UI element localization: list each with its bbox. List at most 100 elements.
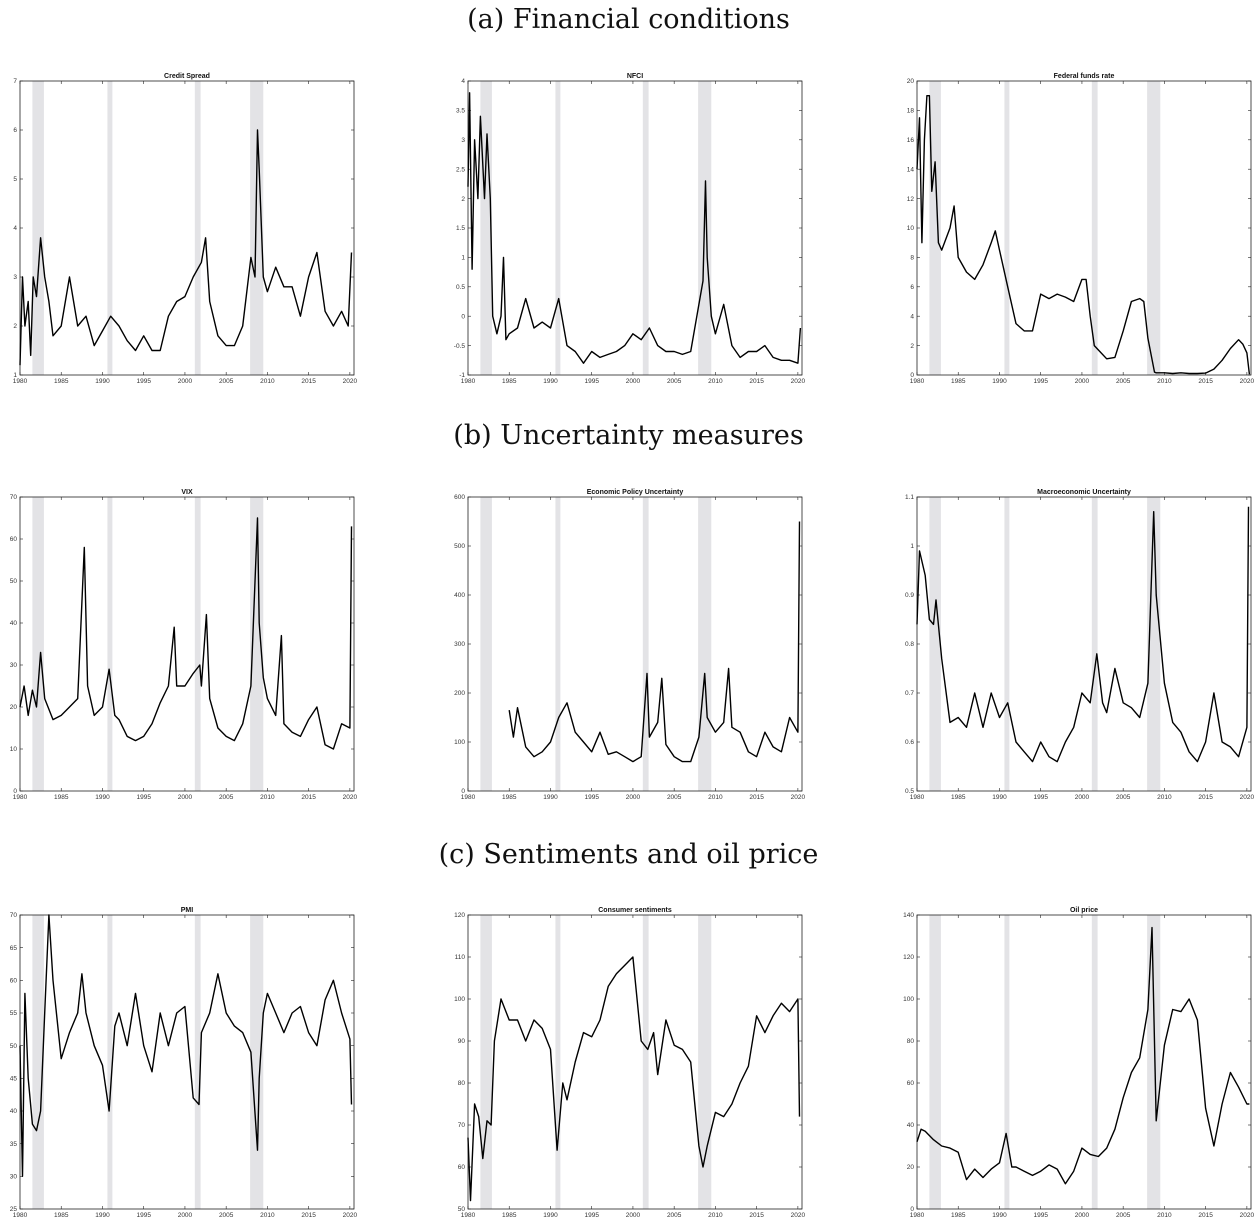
series-line xyxy=(916,506,1250,763)
recession-band xyxy=(698,915,712,1209)
x-tick-label: 1995 xyxy=(1033,378,1048,385)
y-tick-label: 60 xyxy=(458,1164,466,1171)
recession-band xyxy=(480,497,492,791)
y-tick-label: 110 xyxy=(455,954,466,961)
panel-title: PMI xyxy=(181,907,194,914)
recession-band xyxy=(250,915,264,1209)
panel-title: Federal funds rate xyxy=(1054,73,1115,80)
y-tick-label: 90 xyxy=(458,1038,466,1045)
y-tick-label: 500 xyxy=(454,543,465,550)
y-tick-label: 60 xyxy=(10,536,18,543)
y-tick-label: 120 xyxy=(454,912,465,919)
x-tick-label: 2015 xyxy=(301,378,316,385)
recession-band xyxy=(929,497,941,791)
x-tick-label: 2020 xyxy=(343,794,358,801)
x-tick-label: 1990 xyxy=(543,1212,558,1219)
recession-band xyxy=(107,915,113,1209)
axes-frame xyxy=(19,914,355,1210)
recession-band xyxy=(1147,915,1161,1209)
recession-band xyxy=(642,81,649,375)
x-tick-label: 2010 xyxy=(260,1212,275,1219)
panel-title: Macroeconomic Uncertainty xyxy=(1037,489,1131,496)
x-tick-label: 2010 xyxy=(260,378,275,385)
recession-band xyxy=(107,497,113,791)
y-tick-label: 0 xyxy=(910,1206,914,1213)
x-tick-label: 2005 xyxy=(219,794,234,801)
recession-band xyxy=(555,915,561,1209)
x-tick-label: 2015 xyxy=(301,794,316,801)
recession-band xyxy=(1004,915,1010,1209)
x-tick-label: 2000 xyxy=(1075,794,1090,801)
axes-frame xyxy=(916,80,1252,376)
y-tick-label: 80 xyxy=(907,1038,915,1045)
y-tick-label: 140 xyxy=(903,912,914,919)
section-title-a: (a) Financial conditions xyxy=(467,4,790,35)
x-tick-label: 1980 xyxy=(910,794,925,801)
x-tick-label: 2005 xyxy=(1116,794,1131,801)
x-tick-label: 1980 xyxy=(461,1212,476,1219)
y-tick-label: 0.9 xyxy=(905,592,914,599)
x-tick-label: 2015 xyxy=(1198,794,1213,801)
y-tick-label: 14 xyxy=(907,166,915,173)
y-tick-label: 0.6 xyxy=(905,739,914,746)
x-tick-label: 2020 xyxy=(791,378,806,385)
x-tick-label: 2000 xyxy=(626,378,641,385)
x-tick-label: 1985 xyxy=(54,794,69,801)
y-tick-label: 100 xyxy=(454,739,465,746)
recession-band xyxy=(32,497,44,791)
x-tick-label: 2015 xyxy=(749,794,764,801)
recession-band xyxy=(250,497,264,791)
y-tick-label: 40 xyxy=(10,1108,18,1115)
y-tick-label: 2.5 xyxy=(456,166,465,173)
recession-band xyxy=(107,81,113,375)
x-tick-label: 2010 xyxy=(260,794,275,801)
recession-band xyxy=(698,497,712,791)
x-tick-label: 2005 xyxy=(1116,378,1131,385)
y-tick-label: 55 xyxy=(10,1010,18,1017)
series-line xyxy=(467,92,802,364)
x-tick-label: 1985 xyxy=(502,794,517,801)
y-tick-label: 70 xyxy=(10,912,18,919)
x-tick-label: 2010 xyxy=(708,1212,723,1219)
y-tick-label: 50 xyxy=(458,1206,466,1213)
recession-band xyxy=(32,81,44,375)
y-tick-label: 6 xyxy=(13,127,17,134)
x-tick-label: 1980 xyxy=(910,378,925,385)
y-tick-label: 60 xyxy=(907,1080,915,1087)
panel-8: 1980 1985 1990 1995 2000 2005 2010 2015 2020 0 20 4… xyxy=(903,907,1254,1219)
y-tick-label: 600 xyxy=(454,494,465,501)
y-tick-label: 20 xyxy=(907,1164,915,1171)
y-tick-label: 200 xyxy=(454,690,465,697)
y-tick-label: 0 xyxy=(461,788,465,795)
y-tick-label: 4 xyxy=(13,225,17,232)
recession-band xyxy=(1091,497,1098,791)
series-line xyxy=(916,926,1250,1185)
y-tick-label: 8 xyxy=(910,255,914,262)
recession-band xyxy=(555,81,561,375)
panel-1: 1980 1985 1990 1995 2000 2005 2010 2015 2020 -1 -0… xyxy=(454,73,806,385)
y-tick-label: 300 xyxy=(454,641,465,648)
x-tick-label: 1990 xyxy=(95,378,110,385)
recession-band xyxy=(1147,497,1161,791)
x-tick-label: 2010 xyxy=(1157,1212,1172,1219)
y-tick-label: 1 xyxy=(13,372,17,379)
y-tick-label: 40 xyxy=(907,1122,915,1129)
recession-band xyxy=(1091,915,1098,1209)
y-tick-label: 4 xyxy=(910,313,914,320)
y-tick-label: 10 xyxy=(10,746,18,753)
panel-7: 1980 1985 1990 1995 2000 2005 2010 2015 2020 50 60… xyxy=(454,907,805,1219)
x-tick-label: 2020 xyxy=(1240,378,1255,385)
y-tick-label: -0.5 xyxy=(454,343,466,350)
x-tick-label: 2020 xyxy=(343,378,358,385)
axes-frame xyxy=(19,80,355,376)
recession-band xyxy=(1147,81,1161,375)
x-tick-label: 2015 xyxy=(1198,1212,1213,1219)
x-tick-label: 1985 xyxy=(54,1212,69,1219)
recession-band xyxy=(194,81,201,375)
panel-title: Credit Spread xyxy=(164,73,210,80)
recession-band xyxy=(642,497,649,791)
x-tick-label: 1985 xyxy=(54,378,69,385)
x-tick-label: 1980 xyxy=(461,794,476,801)
y-tick-label: 3.5 xyxy=(456,108,465,115)
x-tick-label: 2000 xyxy=(178,794,193,801)
